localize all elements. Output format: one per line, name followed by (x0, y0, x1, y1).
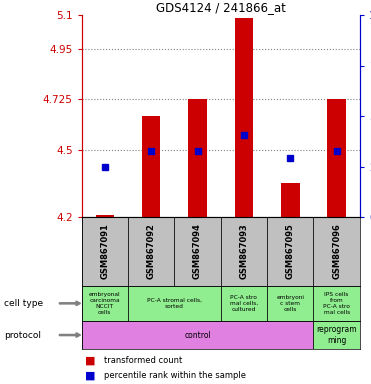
Bar (82, 321, 313, 349)
Text: protocol: protocol (4, 331, 41, 339)
Text: PC-A stro
mal cells,
cultured: PC-A stro mal cells, cultured (230, 295, 258, 312)
Bar (82, 286, 128, 321)
Text: GSM867092: GSM867092 (147, 223, 156, 280)
Text: cell type: cell type (4, 299, 43, 308)
Bar (174, 217, 221, 286)
Text: embryoni
c stem
cells: embryoni c stem cells (276, 295, 304, 312)
Bar (281, 184, 300, 217)
Text: embryonal
carcinoma
NCCIT
cells: embryonal carcinoma NCCIT cells (89, 292, 121, 314)
Text: PC-A stromal cells,
sorted: PC-A stromal cells, sorted (147, 298, 202, 309)
Bar (221, 217, 267, 286)
Text: percentile rank within the sample: percentile rank within the sample (104, 371, 246, 380)
Bar (221, 286, 267, 321)
Text: GSM867094: GSM867094 (193, 223, 202, 280)
Bar (128, 217, 174, 286)
Bar (267, 286, 313, 321)
Text: ■: ■ (85, 370, 96, 380)
Bar (313, 286, 360, 321)
Bar (267, 217, 313, 286)
Bar (82, 217, 128, 286)
Bar (328, 99, 346, 217)
Title: GDS4124 / 241866_at: GDS4124 / 241866_at (156, 1, 286, 14)
Text: GSM867093: GSM867093 (239, 223, 249, 280)
Bar (96, 215, 114, 217)
Text: IPS cells
from
PC-A stro
mal cells: IPS cells from PC-A stro mal cells (323, 292, 350, 314)
Text: reprogram
ming: reprogram ming (316, 325, 357, 345)
Text: GSM867095: GSM867095 (286, 223, 295, 280)
Bar (313, 321, 360, 349)
Bar (142, 116, 161, 217)
Text: GSM867096: GSM867096 (332, 223, 341, 280)
Bar (235, 18, 253, 217)
Bar (188, 99, 207, 217)
Bar (313, 217, 360, 286)
Text: control: control (184, 331, 211, 339)
Text: GSM867091: GSM867091 (100, 223, 109, 280)
Bar (128, 286, 221, 321)
Text: transformed count: transformed count (104, 356, 182, 366)
Text: ■: ■ (85, 356, 96, 366)
